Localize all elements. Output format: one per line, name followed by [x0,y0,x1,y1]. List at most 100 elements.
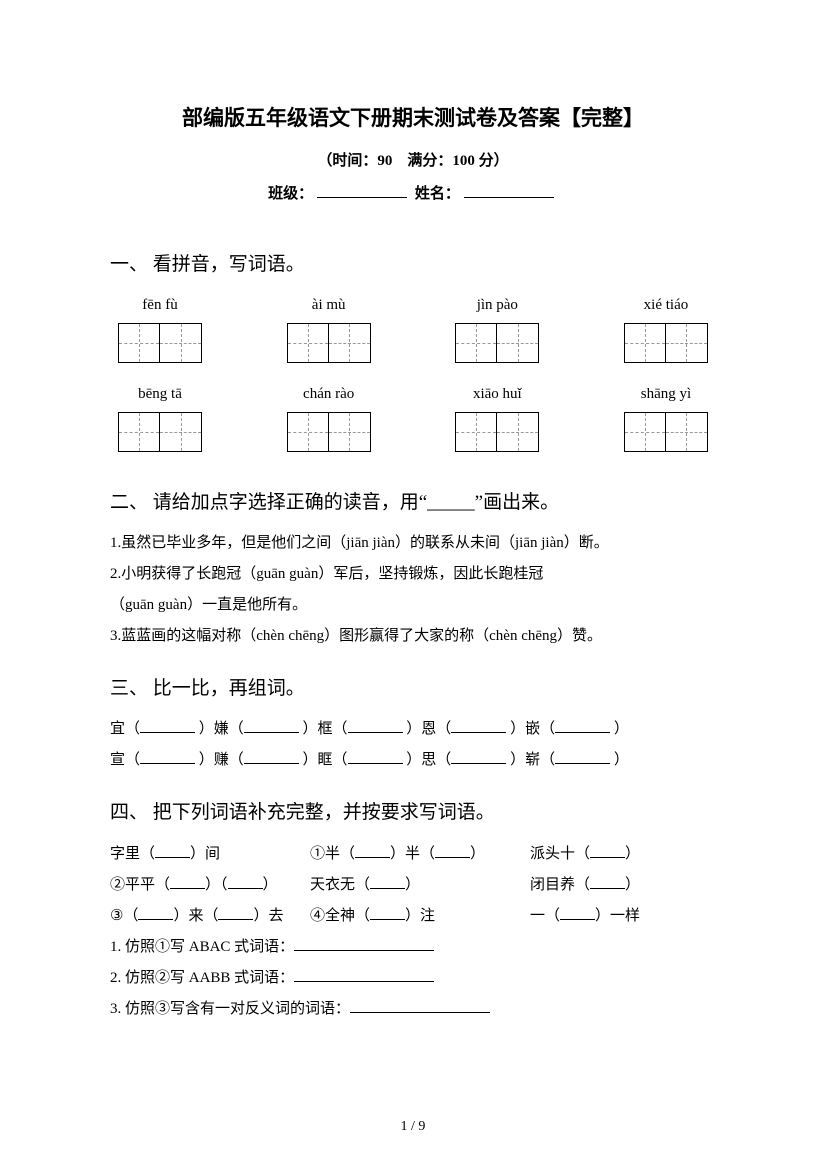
q4-sub-label: 1. 仿照①写 ABAC 式词语： [110,939,294,955]
page-title: 部编版五年级语文下册期末测试卷及答案【完整】 [110,100,716,138]
answer-blank[interactable] [555,750,610,764]
tianzige[interactable] [455,323,539,363]
answer-blank[interactable] [170,875,205,889]
q3-row: 宜（ ）嫌（ ）框（ ）恩（ ）嵌（ ） [110,716,716,743]
q4-text: ④全神（ [310,908,370,924]
answer-blank[interactable] [348,750,403,764]
q4-sub: 3. 仿照③写含有一对反义词的词语： [110,996,716,1023]
q4-sub: 2. 仿照②写 AABB 式词语： [110,965,716,992]
q3-char: ）思（ [406,752,451,768]
pinyin-label: chán rào [279,381,379,408]
page-footer: 1 / 9 [0,1114,826,1139]
q4-text: 一（ [530,908,560,924]
q4-text: 派头十（ [530,846,590,862]
q4-text: ①半（ [310,846,355,862]
answer-blank[interactable] [451,719,506,733]
q4-text: ）一样 [595,908,640,924]
answer-blank[interactable] [370,906,405,920]
tianzige[interactable] [287,412,371,452]
q4-sub: 1. 仿照①写 ABAC 式词语： [110,934,716,961]
q3-char: ）赚（ [199,752,244,768]
class-blank[interactable] [317,182,407,198]
q2-line: 1.虽然已毕业多年，但是他们之间（jiān jiàn）的联系从未间（jiān j… [110,530,716,557]
q3-char: ）嫌（ [199,721,244,737]
q3-char: ）崭（ [510,752,555,768]
q3-char: ） [614,721,629,737]
q4-text: ）来（ [173,908,218,924]
pinyin-label: shāng yì [616,381,716,408]
answer-blank[interactable] [435,844,470,858]
q4-text: ）注 [405,908,435,924]
q3-char: ）眶（ [303,752,348,768]
answer-blank[interactable] [451,750,506,764]
q2-line: 3.蓝蓝画的这幅对称（chèn chēng）图形赢得了大家的称（chèn chē… [110,623,716,650]
pinyin-label: xiāo huǐ [447,381,547,408]
q1-row2: bēng tā chán rào xiāo huǐ shāng yì [110,381,716,464]
q3-char: ）恩（ [406,721,451,737]
q3-char: ）框（ [303,721,348,737]
tianzige[interactable] [624,412,708,452]
q3-char: 宣（ [110,752,140,768]
tianzige[interactable] [624,323,708,363]
q4-text: ） [470,846,485,862]
q4-row: 字里（）间 ①半（）半（） 派头十（） [110,841,716,868]
answer-blank[interactable] [140,750,195,764]
pinyin-label: fēn fù [110,292,210,319]
answer-blank[interactable] [350,999,490,1013]
q4-head: 四、 把下列词语补充完整，并按要求写词语。 [110,796,716,830]
answer-blank[interactable] [348,719,403,733]
tianzige[interactable] [287,323,371,363]
q4-text: ）去 [253,908,283,924]
pinyin-label: bēng tā [110,381,210,408]
answer-blank[interactable] [244,750,299,764]
pinyin-label: jìn pào [447,292,547,319]
answer-blank[interactable] [155,844,190,858]
answer-blank[interactable] [590,875,625,889]
q4-text: ②平平（ [110,877,170,893]
q4-row: ②平平（ ）（ ） 天衣无（ ） 闭目养（ ） [110,872,716,899]
class-label: 班级： [268,186,313,202]
q4-text: ） [625,846,640,862]
q4-row: ③（ ）来（ ）去 ④全神（ ）注 一（ ）一样 [110,903,716,930]
q4-text: ） [405,877,420,893]
q1-row1: fēn fù ài mù jìn pào xié tiáo [110,292,716,375]
tianzige[interactable] [455,412,539,452]
name-line: 班级： 姓名： [110,181,716,208]
name-blank[interactable] [464,182,554,198]
answer-blank[interactable] [244,719,299,733]
answer-blank[interactable] [590,844,625,858]
answer-blank[interactable] [370,875,405,889]
q4-text: 天衣无（ [310,877,370,893]
q4-text: ）（ [205,877,228,893]
answer-blank[interactable] [355,844,390,858]
answer-blank[interactable] [138,906,173,920]
q2-head: 二、 请给加点字选择正确的读音，用“_____”画出来。 [110,486,716,520]
q1-head: 一、 看拼音，写词语。 [110,248,716,282]
q4-text: ） [263,877,278,893]
answer-blank[interactable] [140,719,195,733]
q4-text: 闭目养（ [530,877,590,893]
q3-char: 宜（ [110,721,140,737]
tianzige[interactable] [118,412,202,452]
q4-text: ③（ [110,908,138,924]
answer-blank[interactable] [228,875,263,889]
q3-row: 宣（ ）赚（ ）眶（ ）思（ ）崭（ ） [110,747,716,774]
answer-blank[interactable] [218,906,253,920]
subtitle: （时间：90 满分：100 分） [110,148,716,175]
answer-blank[interactable] [555,719,610,733]
name-label: 姓名： [415,186,460,202]
answer-blank[interactable] [294,937,434,951]
q4-text: ）间 [190,846,220,862]
tianzige[interactable] [118,323,202,363]
q4-sub-label: 2. 仿照②写 AABB 式词语： [110,970,294,986]
q4-text: ）半（ [390,846,435,862]
q4-sub-label: 3. 仿照③写含有一对反义词的词语： [110,1001,350,1017]
pinyin-label: xié tiáo [616,292,716,319]
q3-char: ） [614,752,629,768]
pinyin-label: ài mù [279,292,379,319]
answer-blank[interactable] [294,968,434,982]
answer-blank[interactable] [560,906,595,920]
q3-head: 三、 比一比，再组词。 [110,672,716,706]
q2-line: （guān guàn）一直是他所有。 [110,592,716,619]
q4-text: ） [625,877,640,893]
